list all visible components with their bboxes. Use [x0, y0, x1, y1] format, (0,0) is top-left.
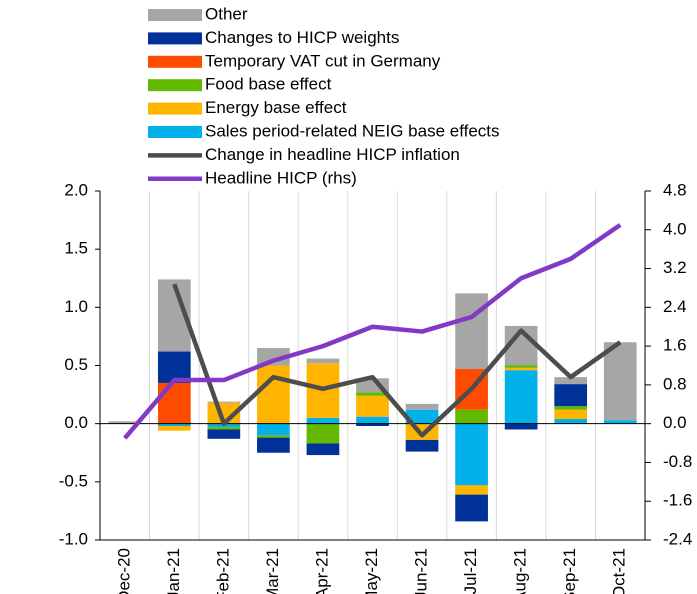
- y2-tick-label: -1.6: [663, 491, 692, 510]
- bar-segment: [207, 429, 241, 439]
- legend-label: Sales period-related NEIG base effects: [205, 121, 500, 140]
- y2-tick-label: 2.4: [663, 297, 687, 316]
- y-tick-label: -0.5: [59, 471, 88, 490]
- legend-swatch: [148, 32, 202, 45]
- x-tick-label: Jun-21: [412, 548, 431, 594]
- y-tick-label: 1.0: [64, 297, 88, 316]
- x-tick-label: Jul-21: [461, 548, 480, 594]
- y-tick-label: 0.0: [64, 413, 88, 432]
- bar-segment: [554, 384, 588, 407]
- x-tick-label: Aug-21: [511, 548, 530, 594]
- bar-segment: [257, 348, 290, 366]
- y2-tick-label: 0.0: [663, 413, 687, 432]
- bar-segment: [405, 409, 439, 424]
- y-tick-label: 2.0: [64, 180, 88, 199]
- line-series: [172, 283, 622, 438]
- y2-tick-label: -0.8: [663, 452, 692, 471]
- legend-swatch: [148, 126, 202, 138]
- bar-segment: [603, 342, 637, 421]
- bar-segment: [455, 409, 488, 424]
- legend-label: Changes to HICP weights: [205, 28, 399, 47]
- y2-tick-label: 0.8: [663, 374, 687, 393]
- bar-segment: [504, 423, 538, 430]
- bar-segment: [504, 365, 538, 368]
- bar-segment: [306, 423, 340, 444]
- bar-segment: [306, 358, 340, 364]
- x-tick-label: Sep-21: [560, 548, 579, 594]
- bar-segment: [306, 417, 340, 424]
- bar-segment: [554, 377, 588, 385]
- legend-swatch: [148, 9, 202, 21]
- bar-segment: [257, 435, 290, 438]
- y-tick-label: 1.5: [64, 239, 88, 258]
- bar-segment: [504, 370, 538, 424]
- y2-tick-label: 4.0: [663, 219, 687, 238]
- legend-label: Change in headline HICP inflation: [205, 145, 460, 164]
- y-tick-label: -1.0: [59, 529, 88, 548]
- bar-segment: [257, 423, 290, 436]
- x-tick-label: May-21: [362, 548, 381, 594]
- bar-segment: [157, 423, 191, 426]
- y2-tick-label: 4.8: [663, 180, 687, 199]
- bar-segment: [207, 427, 241, 430]
- bar-segment: [405, 439, 439, 452]
- bar-segment: [356, 423, 389, 426]
- bar-segment: [455, 293, 488, 369]
- bar-segment: [356, 392, 389, 396]
- y2-tick-label: 1.6: [663, 336, 687, 355]
- bar-segment: [603, 420, 637, 424]
- x-tick-label: Jan-21: [164, 548, 183, 594]
- line-series: [123, 223, 622, 440]
- bar-segment: [356, 416, 389, 424]
- x-tick-label: Mar-21: [263, 548, 282, 594]
- legend-label: Other: [205, 4, 248, 23]
- legend-label: Headline HICP (rhs): [205, 168, 357, 187]
- y-tick-label: 0.5: [64, 355, 88, 374]
- bar-segment: [207, 401, 241, 403]
- bar-segment: [455, 494, 488, 522]
- bar-segment: [554, 409, 588, 420]
- x-tick-label: Apr-21: [312, 548, 331, 594]
- bar-segment: [405, 403, 439, 410]
- bar-segment: [157, 425, 191, 431]
- bar-segment: [504, 367, 538, 371]
- legend-label: Food base effect: [205, 75, 332, 94]
- legend-swatch: [148, 55, 202, 68]
- y2-tick-label: -2.4: [663, 529, 692, 548]
- bar-segment: [455, 485, 488, 495]
- x-tick-label: Feb-21: [213, 548, 232, 594]
- bar-segment: [157, 351, 191, 383]
- bar-segment: [554, 419, 588, 424]
- bar-segment: [356, 395, 389, 417]
- bar-segment: [257, 365, 290, 424]
- bar-segment: [306, 443, 340, 456]
- legend-swatch: [148, 79, 202, 92]
- bar-segment: [157, 382, 191, 424]
- legend-swatch: [148, 102, 202, 115]
- legend-label: Energy base effect: [205, 98, 347, 117]
- bar-segment: [554, 406, 588, 410]
- bar-segment: [108, 421, 142, 424]
- legend-label: Temporary VAT cut in Germany: [205, 51, 441, 70]
- bar-segment: [257, 437, 290, 453]
- y2-tick-label: 3.2: [663, 258, 687, 277]
- x-tick-label: Dec-20: [114, 548, 133, 594]
- x-tick-label: Oct-21: [610, 548, 629, 594]
- bar-segment: [455, 423, 488, 486]
